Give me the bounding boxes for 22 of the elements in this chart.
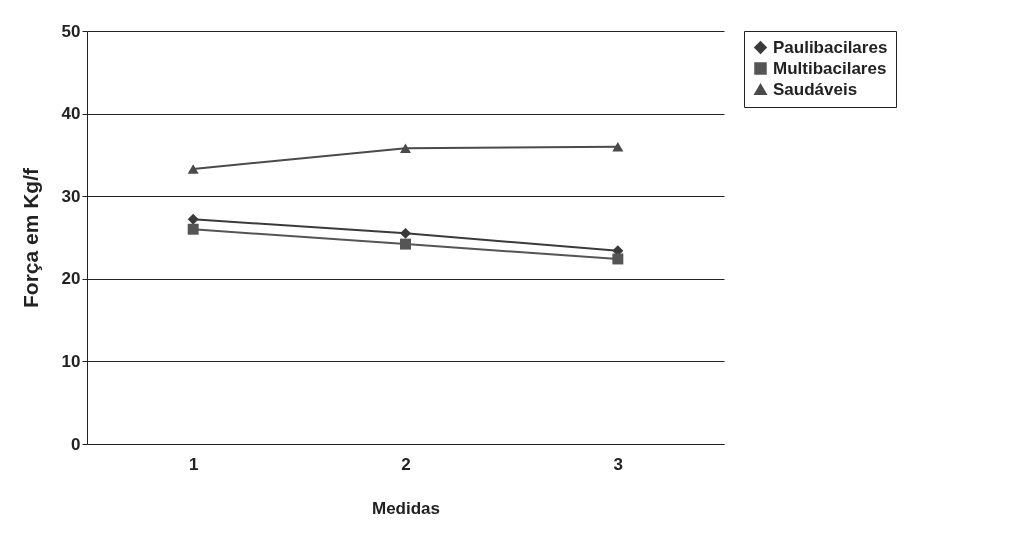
legend-label: Saudáveis [773, 79, 858, 99]
x-tick-label: 2 [401, 454, 411, 474]
point [612, 253, 624, 265]
y-tick-label: 10 [61, 351, 81, 371]
y-axis-title: Força em Kg/f [18, 166, 42, 309]
point [187, 223, 199, 235]
legend-label: Multibacilares [773, 58, 887, 78]
point [187, 164, 199, 174]
point [187, 213, 199, 225]
point [400, 143, 411, 154]
y-tick-label: 20 [61, 269, 81, 289]
x-tick-label: 1 [188, 454, 199, 474]
y-tick-label: 0 [71, 434, 81, 454]
point [612, 141, 624, 152]
point [400, 227, 411, 239]
y-tick-label: 50 [61, 21, 81, 41]
y-tick-label: 40 [61, 104, 81, 124]
point [400, 238, 411, 250]
x-axis-title: Medidas [371, 498, 441, 518]
legend-label: Paulibacilares [773, 37, 888, 57]
y-tick-label: 30 [61, 186, 81, 206]
x-tick-label: 3 [613, 454, 624, 474]
